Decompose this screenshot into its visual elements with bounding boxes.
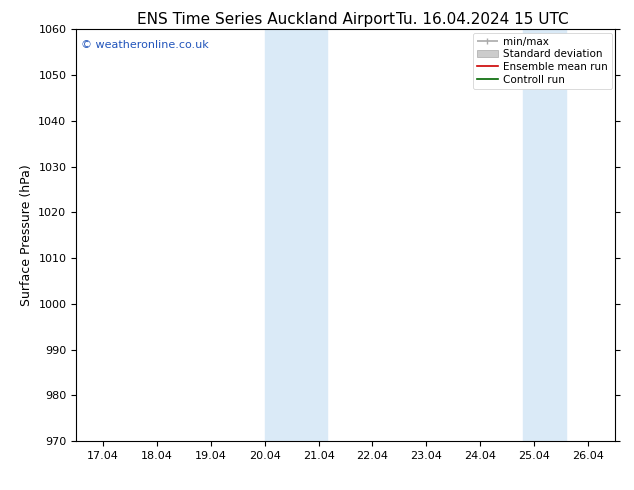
Y-axis label: Surface Pressure (hPa): Surface Pressure (hPa): [20, 164, 33, 306]
Text: © weatheronline.co.uk: © weatheronline.co.uk: [81, 40, 209, 49]
Bar: [523, 29, 566, 441]
Bar: [265, 29, 327, 441]
Text: ENS Time Series Auckland Airport: ENS Time Series Auckland Airport: [138, 12, 395, 27]
Text: Tu. 16.04.2024 15 UTC: Tu. 16.04.2024 15 UTC: [396, 12, 568, 27]
Legend: min/max, Standard deviation, Ensemble mean run, Controll run: min/max, Standard deviation, Ensemble me…: [473, 32, 612, 89]
